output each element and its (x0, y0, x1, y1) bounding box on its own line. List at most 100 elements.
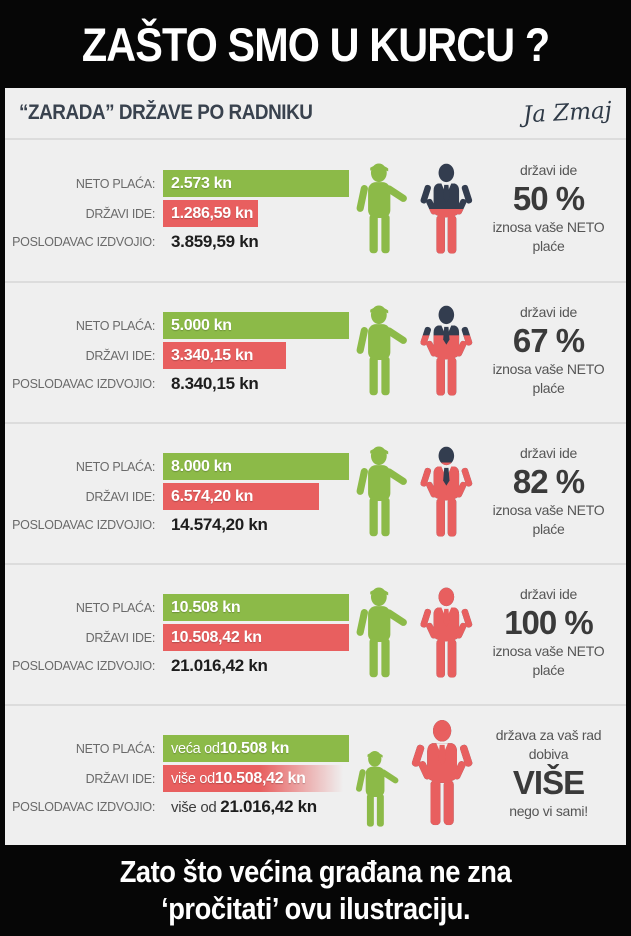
chart-subtitle: “ZARADA” DRŽAVE PO RADNIKU (19, 101, 313, 124)
worker-figure-icon (356, 304, 407, 395)
drzavi-bar-value: 3.340,15 kn (171, 346, 254, 364)
rows: NETO PLAĆA: 2.573 kn DRŽAVI IDE: 1.286,5… (5, 140, 626, 845)
neto-bar-track: 8.000 kn (163, 453, 349, 480)
drzavi-label: DRŽAVI IDE: (85, 489, 156, 504)
figures (353, 299, 475, 407)
state-figure-icon (420, 446, 474, 537)
worker-silhouette (356, 162, 407, 253)
poslodavac-value: 3.859,59 kn (171, 232, 259, 251)
neto-bar-value: 8.000 kn (171, 457, 232, 475)
neto-bar-value: 5.000 kn (171, 316, 232, 334)
row-stats: NETO PLAĆA: 8.000 kn DRŽAVI IDE: 6.574,2… (5, 450, 353, 537)
neto-line: NETO PLAĆA: 2.573 kn (5, 170, 353, 197)
poslodavac-text: 8.340,15 kn (163, 374, 259, 394)
neto-bar: veća od 10.508 kn (163, 735, 349, 762)
state-figure-tie (443, 326, 450, 345)
neto-line: NETO PLAĆA: 8.000 kn (5, 453, 353, 480)
drzavi-line: DRŽAVI IDE: 1.286,59 kn (5, 200, 353, 227)
neto-label: NETO PLAĆA: (75, 741, 155, 756)
footer-block: Zato što većina građana ne zna ‘pročitat… (0, 845, 631, 936)
drzavi-bar: 3.340,15 kn (163, 342, 286, 369)
drzavi-bar: 6.574,20 kn (163, 483, 320, 510)
poslodavac-line: POSLODAVAC IZDVOJIO: 3.859,59 kn (5, 230, 353, 254)
neto-bar: 10.508 kn (163, 594, 349, 621)
state-figure-icon (410, 719, 473, 825)
infographic-panel: “ZARADA” DRŽAVE PO RADNIKU Ja Zmaj NETO … (5, 88, 626, 845)
worker-figure-icon (356, 445, 407, 536)
neto-line: NETO PLAĆA: veća od 10.508 kn (5, 735, 353, 762)
drzavi-bar-value: 1.286,59 kn (171, 204, 254, 222)
drzavi-bar-prefix: više od (171, 770, 215, 787)
worker-figure-icon (356, 162, 407, 253)
caption-bottom: iznosa vaše NETO plaće (492, 361, 605, 396)
caption-bottom: iznosa vaše NETO plaće (492, 643, 605, 678)
drzavi-line: DRŽAVI IDE: 3.340,15 kn (5, 342, 353, 369)
neto-label: NETO PLAĆA: (75, 318, 155, 333)
poslodavac-line: POSLODAVAC IZDVOJIO: 8.340,15 kn (5, 372, 353, 396)
state-figure-tie (438, 744, 446, 766)
figures (353, 714, 475, 838)
neto-label: NETO PLAĆA: (75, 459, 155, 474)
caption-top: državi ide (520, 445, 577, 462)
state-figure-tie (443, 467, 450, 486)
drzavi-line: DRŽAVI IDE: više od 10.508,42 kn (5, 765, 353, 792)
header-strip: “ZARADA” DRŽAVE PO RADNIKU Ja Zmaj (5, 88, 626, 140)
poslodavac-line: POSLODAVAC IZDVOJIO: 21.016,42 kn (5, 654, 353, 678)
footer-line-1: Zato što većina građana ne zna (119, 853, 512, 889)
row-stats: NETO PLAĆA: 10.508 kn DRŽAVI IDE: 10.508… (5, 591, 353, 678)
caption-bottom: nego vi sami! (509, 802, 588, 819)
drzavi-bar-track: 3.340,15 kn (163, 342, 349, 369)
state-figure-red-fill (420, 208, 474, 254)
neto-bar-track: 2.573 kn (163, 170, 349, 197)
poslodavac-value: 14.574,20 kn (171, 515, 268, 534)
figures (353, 581, 475, 689)
caption-top: država za vaš rad dobiva (495, 727, 602, 763)
neto-bar-track: 5.000 kn (163, 312, 349, 339)
worker-figure-icon (356, 750, 399, 827)
caption-percentage: 67 % (512, 322, 585, 360)
caption-top: državi ide (520, 304, 577, 321)
neto-bar-track: veća od 10.508 kn (163, 735, 349, 762)
drzavi-bar-track: 1.286,59 kn (163, 200, 349, 227)
figures (353, 440, 475, 548)
row-caption: država za vaš rad dobiva VIŠE nego vi sa… (475, 726, 626, 825)
neto-bar-value: 10.508 kn (171, 598, 241, 616)
poslodavac-value: 8.340,15 kn (171, 374, 259, 393)
neto-bar: 2.573 kn (163, 170, 349, 197)
poslodavac-value: 21.016,42 kn (171, 656, 268, 675)
poslodavac-label: POSLODAVAC IZDVOJIO: (12, 659, 155, 673)
neto-label: NETO PLAĆA: (75, 600, 155, 615)
state-figure-tie (443, 608, 450, 627)
neto-bar-value: 2.573 kn (171, 174, 232, 192)
table-row: NETO PLAĆA: 2.573 kn DRŽAVI IDE: 1.286,5… (5, 140, 626, 281)
drzavi-bar-track: više od 10.508,42 kn (163, 765, 349, 792)
caption-percentage: 82 % (512, 463, 585, 501)
drzavi-bar-value: 10.508,42 kn (214, 769, 306, 787)
state-figure-red-fill (410, 719, 473, 825)
state-figure-icon (420, 163, 474, 254)
caption-bottom: iznosa vaše NETO plaće (492, 219, 605, 254)
row-caption: državi ide 50 % iznosa vaše NETO plaće (475, 161, 626, 260)
poslodavac-prefix: više od (171, 799, 221, 816)
worker-silhouette (356, 445, 407, 536)
row-stats: NETO PLAĆA: 2.573 kn DRŽAVI IDE: 1.286,5… (5, 167, 353, 254)
state-figure-icon (420, 587, 474, 678)
neto-bar-value: 10.508 kn (219, 739, 290, 757)
poslodavac-line: POSLODAVAC IZDVOJIO: 14.574,20 kn (5, 513, 353, 537)
caption-top: državi ide (520, 586, 577, 603)
drzavi-bar-track: 10.508,42 kn (163, 624, 349, 651)
worker-figure-icon (356, 586, 407, 677)
poslodavac-label: POSLODAVAC IZDVOJIO: (12, 518, 155, 532)
poslodavac-text: 3.859,59 kn (163, 232, 259, 252)
caption-percentage: VIŠE (512, 763, 585, 801)
table-row: NETO PLAĆA: 8.000 kn DRŽAVI IDE: 6.574,2… (5, 422, 626, 563)
neto-bar-prefix: veća od (171, 740, 220, 757)
page-title: ZAŠTO SMO U KURCU ? (81, 17, 550, 71)
author-signature: Ja Zmaj (522, 97, 613, 129)
worker-silhouette (356, 586, 407, 677)
table-row: NETO PLAĆA: veća od 10.508 kn DRŽAVI IDE… (5, 704, 626, 845)
drzavi-bar-value: 6.574,20 kn (171, 487, 254, 505)
row-caption: državi ide 67 % iznosa vaše NETO plaće (475, 303, 626, 402)
row-stats: NETO PLAĆA: veća od 10.508 kn DRŽAVI IDE… (5, 732, 353, 819)
neto-bar: 5.000 kn (163, 312, 349, 339)
